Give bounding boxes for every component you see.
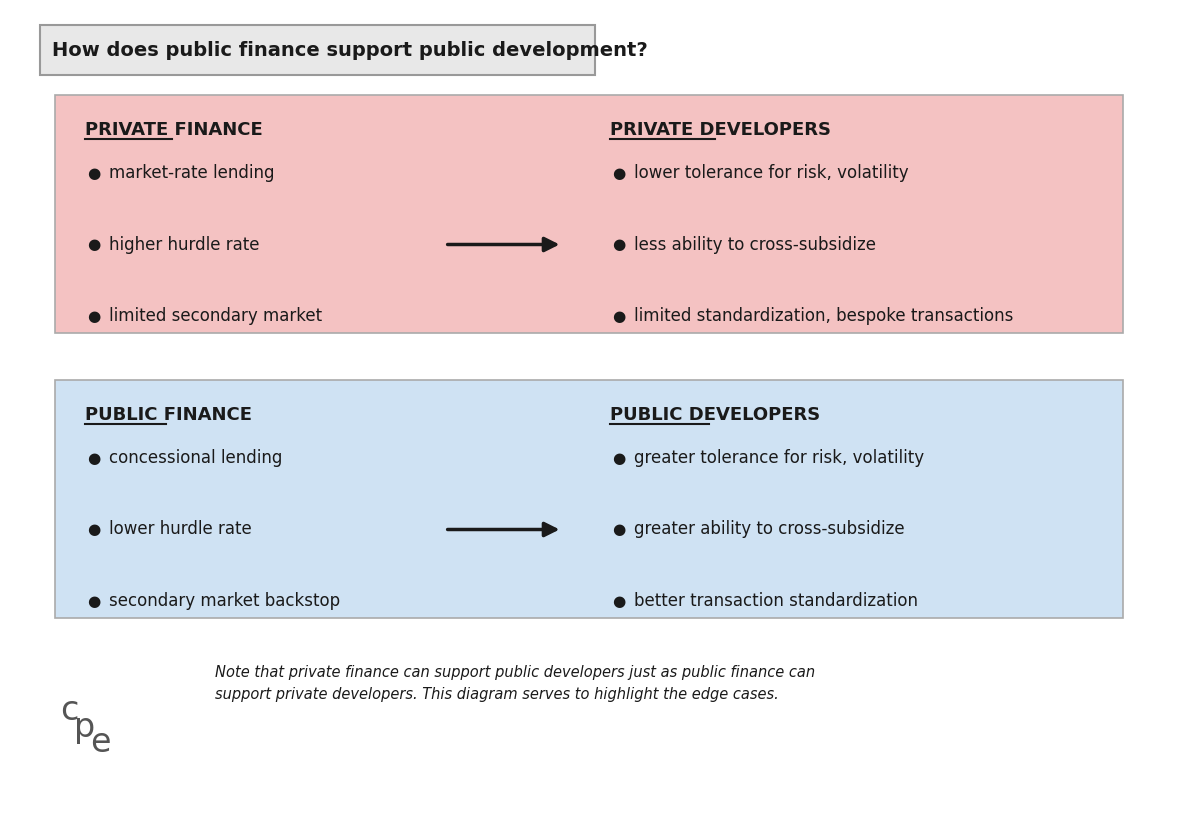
- Text: PRIVATE DEVELOPERS: PRIVATE DEVELOPERS: [610, 121, 832, 139]
- Text: market-rate lending: market-rate lending: [110, 164, 274, 182]
- Text: ●: ●: [87, 593, 100, 608]
- Text: ●: ●: [87, 522, 100, 537]
- Text: lower tolerance for risk, volatility: lower tolerance for risk, volatility: [635, 164, 909, 182]
- FancyBboxPatch shape: [55, 95, 1123, 333]
- Text: p: p: [74, 710, 95, 743]
- Text: greater tolerance for risk, volatility: greater tolerance for risk, volatility: [635, 449, 925, 467]
- Text: ●: ●: [613, 309, 626, 323]
- Text: lower hurdle rate: lower hurdle rate: [110, 520, 252, 538]
- Text: ●: ●: [613, 237, 626, 252]
- Text: Note that private finance can support public developers just as public finance c: Note that private finance can support pu…: [216, 666, 815, 681]
- Text: ●: ●: [613, 522, 626, 537]
- Text: concessional lending: concessional lending: [110, 449, 283, 467]
- Text: ●: ●: [613, 593, 626, 608]
- Text: less ability to cross-subsidize: less ability to cross-subsidize: [635, 235, 876, 253]
- Text: better transaction standardization: better transaction standardization: [635, 592, 919, 610]
- Text: ●: ●: [613, 450, 626, 466]
- Text: ●: ●: [87, 237, 100, 252]
- Text: e: e: [90, 727, 111, 760]
- Text: ●: ●: [87, 165, 100, 180]
- Text: higher hurdle rate: higher hurdle rate: [110, 235, 259, 253]
- Text: limited standardization, bespoke transactions: limited standardization, bespoke transac…: [635, 307, 1014, 325]
- Text: support private developers. This diagram serves to highlight the edge cases.: support private developers. This diagram…: [216, 687, 779, 703]
- Text: secondary market backstop: secondary market backstop: [110, 592, 340, 610]
- Text: PRIVATE FINANCE: PRIVATE FINANCE: [85, 121, 263, 139]
- FancyBboxPatch shape: [40, 25, 595, 75]
- Text: How does public finance support public development?: How does public finance support public d…: [52, 40, 648, 59]
- Text: greater ability to cross-subsidize: greater ability to cross-subsidize: [635, 520, 905, 538]
- Text: PUBLIC FINANCE: PUBLIC FINANCE: [85, 406, 252, 424]
- Text: ●: ●: [87, 309, 100, 323]
- Text: ●: ●: [613, 165, 626, 180]
- Text: limited secondary market: limited secondary market: [110, 307, 322, 325]
- Text: ●: ●: [87, 450, 100, 466]
- FancyBboxPatch shape: [55, 380, 1123, 618]
- Text: PUBLIC DEVELOPERS: PUBLIC DEVELOPERS: [610, 406, 821, 424]
- Text: c: c: [60, 695, 79, 728]
